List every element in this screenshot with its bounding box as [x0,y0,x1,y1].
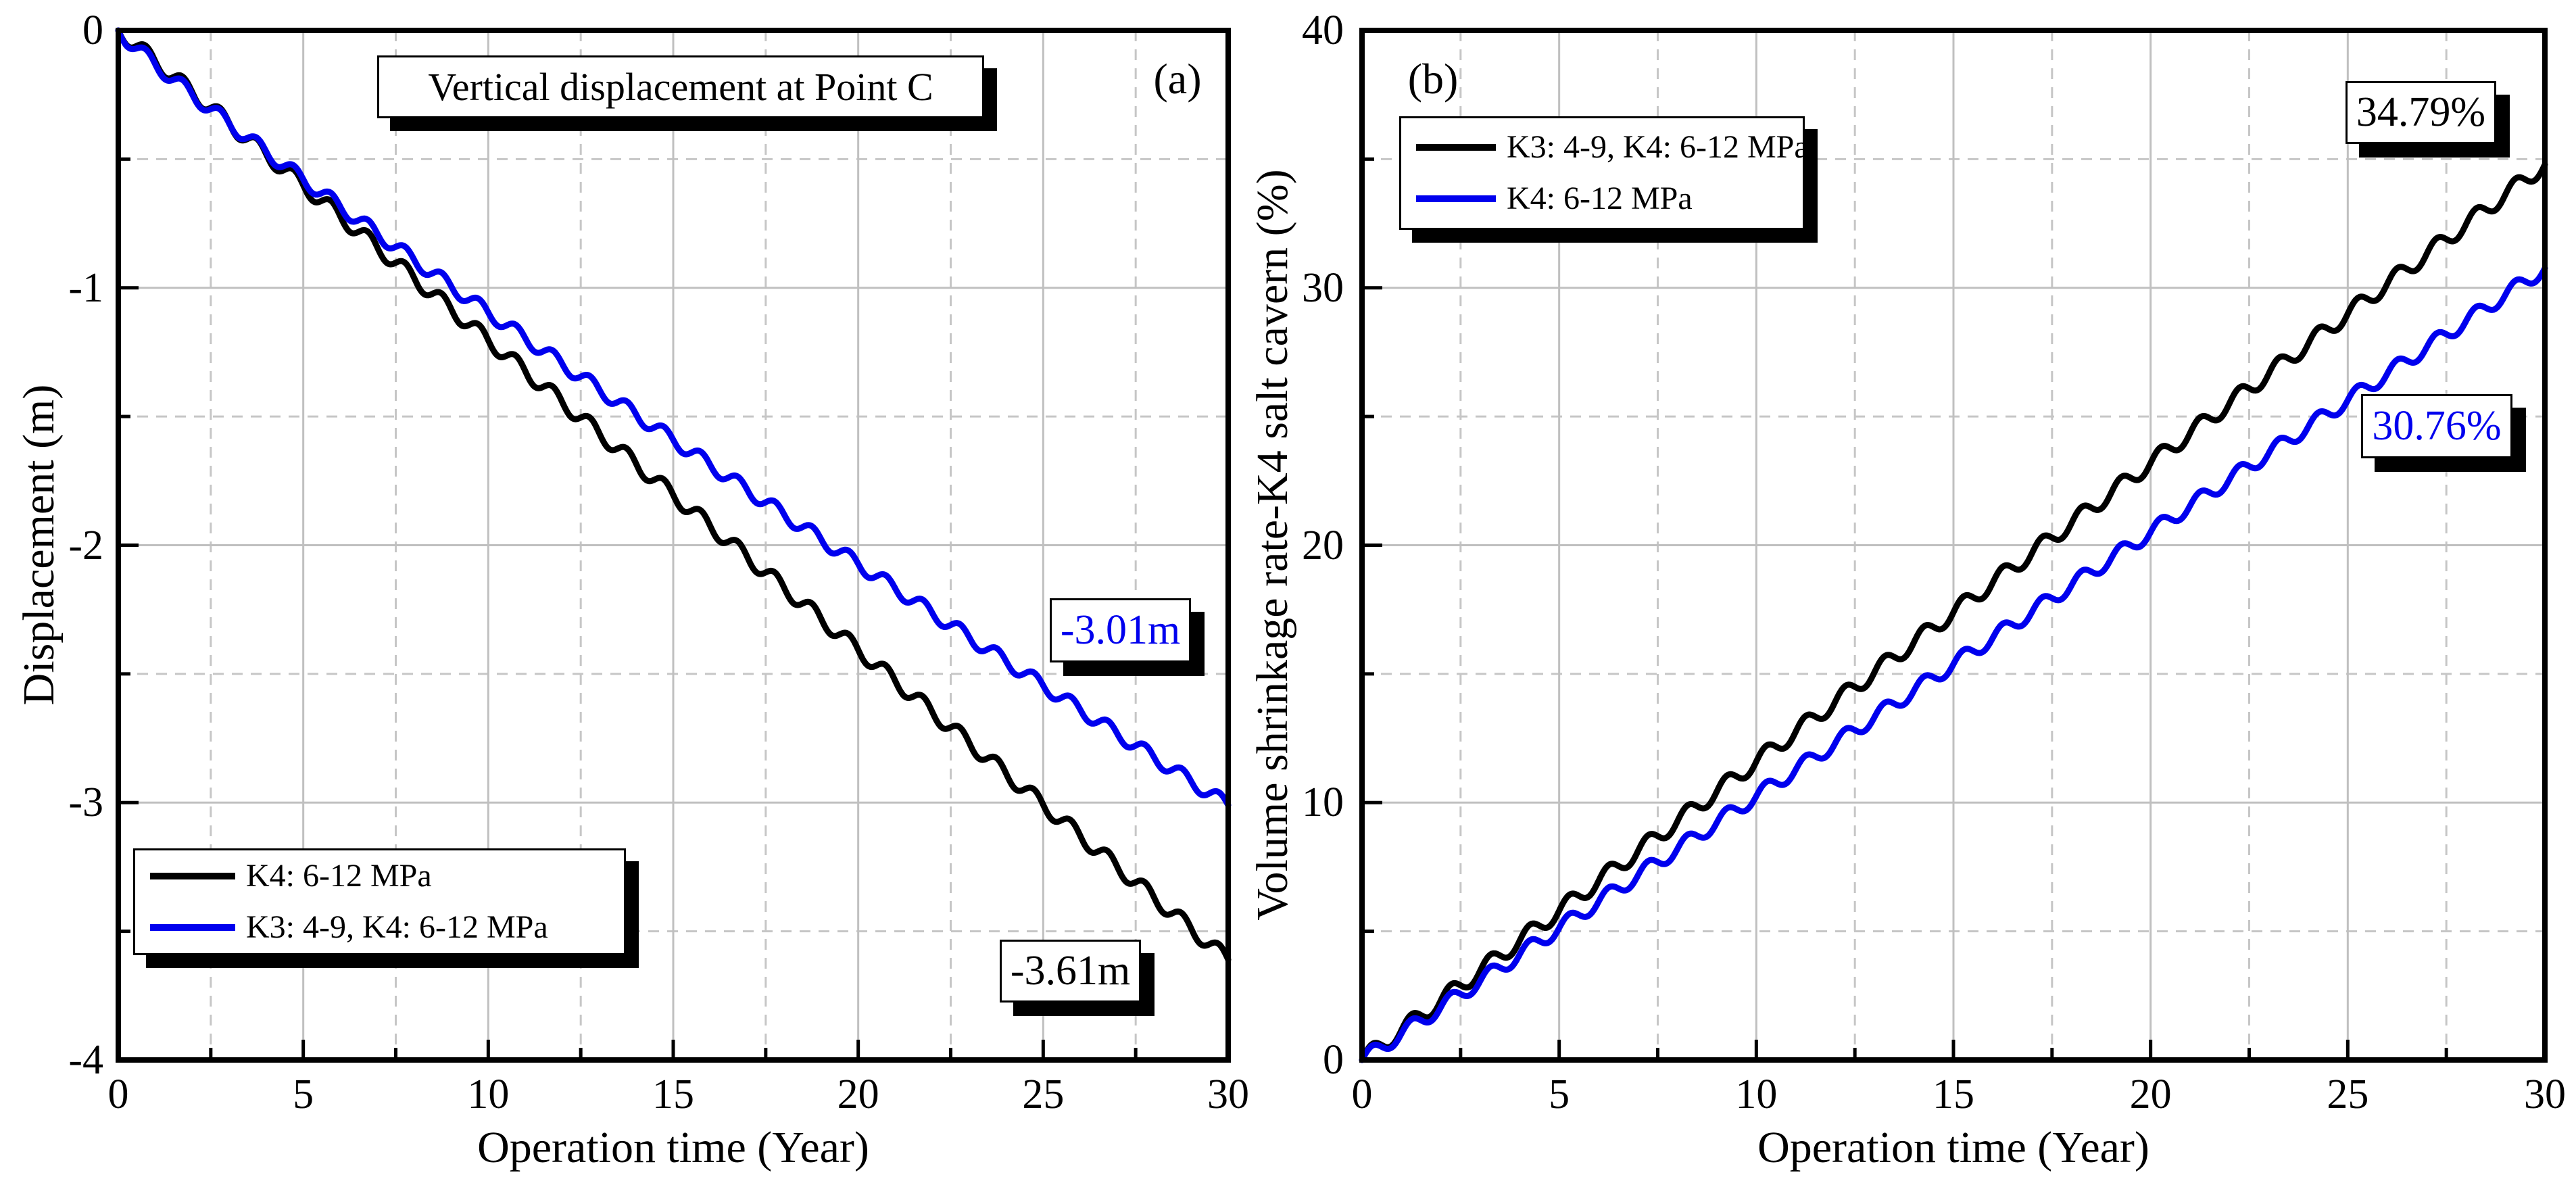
legend-item-label: K4: 6-12 MPa [1507,180,1693,216]
y-tick-label: 20 [1302,522,1344,569]
annotation-end-value-black: 34.79% [2346,81,2496,144]
x-tick-label: 15 [1933,1071,1974,1117]
legend-line-sample-black [1416,144,1496,151]
x-tick-label: 0 [107,1071,129,1117]
chart-a-corner-label: (a) [1153,55,1202,103]
x-tick-label: 10 [467,1071,510,1117]
chart-b-x-axis-title: Operation time (Year) [1757,1123,2149,1172]
legend-item: K4: 6-12 MPa [150,856,609,896]
x-tick-label: 25 [1022,1071,1065,1117]
y-tick-label: 40 [1302,7,1344,53]
legend-item: K3: 4-9, K4: 6-12 MPa [1416,127,1809,168]
legend-item-label: K3: 4-9, K4: 6-12 MPa [246,909,548,945]
y-tick-label: -4 [68,1037,103,1083]
legend-item-label: K3: 4-9, K4: 6-12 MPa [1507,129,1809,165]
x-tick-label: 30 [2524,1071,2566,1117]
x-tick-label: 25 [2327,1071,2369,1117]
x-tick-label: 5 [1549,1071,1570,1117]
x-tick-label: 0 [1351,1071,1373,1117]
legend-item: K4: 6-12 MPa [1416,178,1788,219]
x-tick-label: 30 [1207,1071,1249,1117]
plot-frame-b [1359,28,2548,1063]
chart-a-x-axis-title: Operation time (Year) [477,1123,869,1172]
x-tick-label: 10 [1735,1071,1778,1117]
x-tick-label: 5 [293,1071,314,1117]
chart-a-title-box: Vertical displacement at Point C [377,55,984,118]
chart-a-legend: K4: 6-12 MPa K3: 4-9, K4: 6-12 MPa [133,848,626,955]
chart-b-legend: K3: 4-9, K4: 6-12 MPa K4: 6-12 MPa [1399,116,1809,230]
legend-line-sample-blue [150,924,235,931]
chart-b-corner-label: (b) [1407,55,1459,103]
curve-b-1 [1359,265,2548,1063]
legend-line-sample-blue [1416,195,1496,202]
plot-frame-a [116,28,1231,1063]
legend-item: K3: 4-9, K4: 6-12 MPa [150,907,609,948]
curve-b-0 [1359,161,2548,1063]
y-tick-label: -2 [68,522,103,569]
annotation-end-value-blue: 30.76% [2361,394,2512,458]
legend-line-sample-black [150,873,235,879]
annotation-end-value-blue: -3.01m [1050,598,1191,662]
curve-a-1 [115,27,1232,808]
y-tick-label: -3 [68,779,103,826]
x-tick-label: 15 [652,1071,694,1117]
y-tick-label: -1 [68,264,103,311]
y-tick-label: 0 [1323,1037,1344,1083]
x-tick-label: 20 [2129,1071,2172,1117]
legend-item-label: K4: 6-12 MPa [246,858,432,894]
y-tick-label: 0 [82,7,103,53]
y-tick-label: 10 [1302,779,1344,826]
annotation-end-value-black: -3.61m [1000,940,1141,1003]
x-tick-label: 20 [837,1071,879,1117]
y-tick-label: 30 [1302,264,1344,311]
